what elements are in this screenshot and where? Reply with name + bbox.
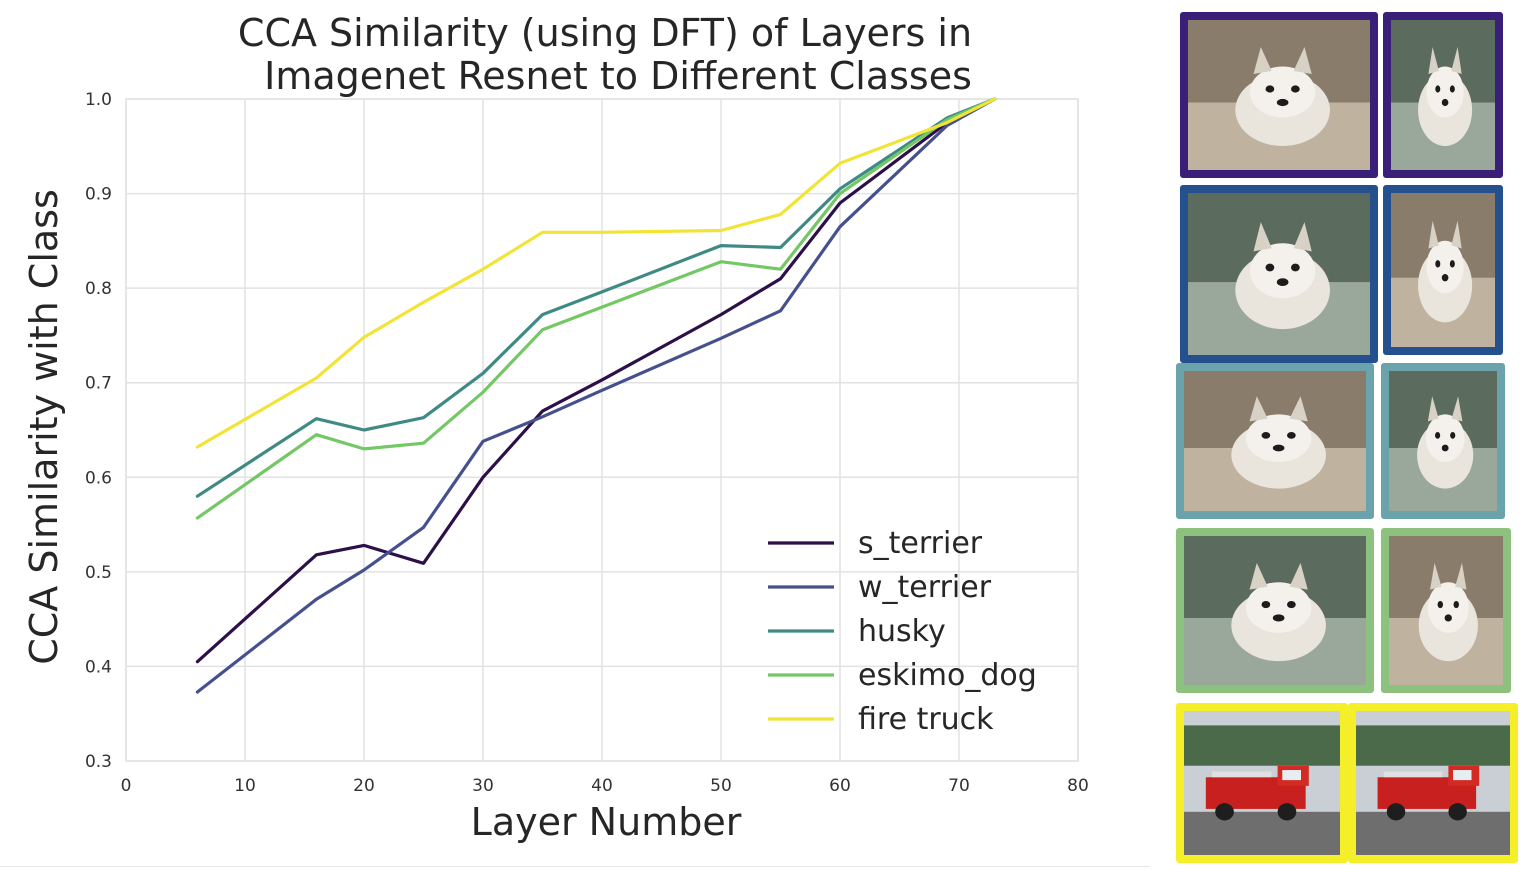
example-image-w-terrier-1 (1180, 185, 1378, 363)
y-axis-label: CCA Similarity with Class (22, 189, 66, 665)
example-image-husky-2 (1381, 363, 1505, 519)
axis-labels: Layer Number CCA Similarity with Class (22, 189, 742, 844)
dog-photo (1188, 193, 1370, 355)
example-images-panel (1170, 0, 1525, 871)
series-line-eskimo-dog (195, 97, 997, 520)
x-axis-label: Layer Number (471, 800, 742, 844)
dog-photo (1184, 536, 1366, 685)
x-tick-label: 0 (121, 776, 132, 796)
legend-label: s_terrier (858, 526, 983, 561)
x-tick-label: 70 (948, 776, 970, 796)
legend-label: eskimo_dog (858, 658, 1037, 693)
example-image-eskimo-dog-1 (1176, 528, 1374, 693)
dog-photo (1391, 193, 1495, 347)
legend-label: w_terrier (858, 570, 992, 605)
x-tick-label: 40 (591, 776, 613, 796)
chart-title-line-2: Imagenet Resnet to Different Classes (264, 54, 972, 98)
chart-panel: 0 10 20 30 40 50 60 70 80 0.3 0.4 0.5 0.6 0.7 0.8 0.9 1.… (22, 11, 1089, 844)
series-line-husky (195, 97, 997, 498)
truck-photo (1356, 711, 1510, 855)
y-tick-label: 0.6 (85, 468, 112, 488)
truck-photo (1184, 711, 1340, 855)
dog-photo (1389, 536, 1503, 685)
legend-label: husky (858, 614, 946, 649)
example-image-s-terrier-1 (1180, 12, 1378, 178)
chart-title-line-1: CCA Similarity (using DFT) of Layers in (238, 11, 972, 55)
dog-photo (1188, 20, 1370, 170)
x-tick-label: 50 (710, 776, 732, 796)
example-image-husky-1 (1176, 363, 1374, 519)
y-tick-label: 0.4 (85, 657, 112, 677)
example-image-fire-truck-2 (1348, 703, 1518, 863)
series-line-w-terrier (195, 97, 997, 694)
dog-photo (1184, 371, 1366, 511)
y-tick-label: 0.7 (85, 374, 112, 394)
x-tick-label: 80 (1067, 776, 1089, 796)
page-divider (0, 866, 1150, 867)
line-chart: 0 10 20 30 40 50 60 70 80 0.3 0.4 0.5 0.6 0.7 0.8 0.9 1.… (22, 11, 1089, 844)
grid (125, 98, 1079, 762)
dog-photo (1389, 371, 1497, 511)
x-tick-label: 20 (353, 776, 375, 796)
y-tick-label: 1.0 (85, 90, 112, 110)
tick-labels: 0 10 20 30 40 50 60 70 80 0.3 0.4 0.5 0.6 0.7 0.8 0.9 1.… (85, 90, 1089, 796)
dog-photo (1391, 20, 1495, 170)
x-tick-label: 60 (829, 776, 851, 796)
legend-label: fire truck (858, 702, 994, 737)
y-tick-label: 0.3 (85, 752, 112, 772)
y-tick-label: 0.9 (85, 185, 112, 205)
y-tick-label: 0.5 (85, 563, 112, 583)
x-tick-label: 30 (472, 776, 494, 796)
example-image-s-terrier-2 (1383, 12, 1503, 178)
example-image-fire-truck-1 (1176, 703, 1348, 863)
y-tick-label: 0.8 (85, 279, 112, 299)
example-image-w-terrier-2 (1383, 185, 1503, 355)
series-line-s-terrier (195, 97, 997, 664)
chart-title: CCA Similarity (using DFT) of Layers inI… (238, 11, 972, 98)
example-image-eskimo-dog-2 (1381, 528, 1511, 693)
series-line-fire-truck (195, 97, 997, 449)
x-tick-label: 10 (234, 776, 256, 796)
series-lines (195, 97, 997, 694)
